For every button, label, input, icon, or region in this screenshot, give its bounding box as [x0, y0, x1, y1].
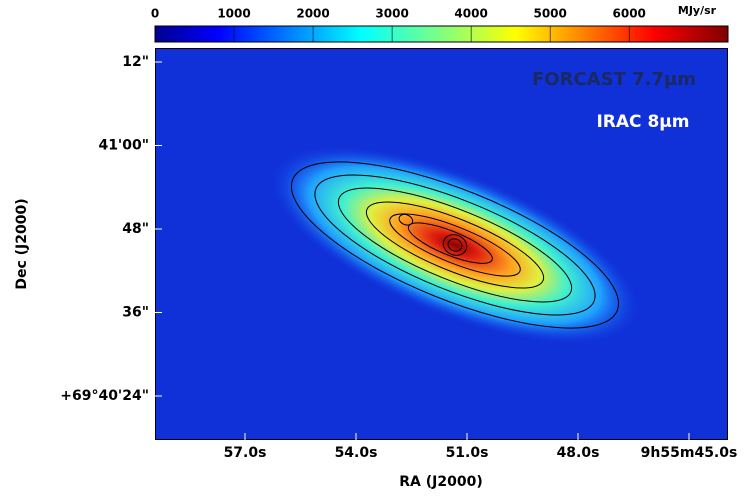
y-tick-label: 41'00"	[98, 138, 149, 154]
colorbar-tick-label: 3000	[375, 7, 408, 21]
y-tick-label: 48"	[122, 221, 149, 237]
x-tick-label: 9h55m45.0s	[641, 445, 738, 461]
x-axis-label: RA (J2000)	[399, 474, 482, 490]
annotation: FORCAST 7.7μm	[532, 69, 696, 90]
x-tick-label: 48.0s	[557, 445, 600, 461]
y-tick-label: 36"	[122, 305, 149, 321]
colorbar-unit: MJy/sr	[678, 4, 717, 17]
colorbar-tick-label: 2000	[296, 7, 329, 21]
colorbar-tick-label: 5000	[533, 7, 566, 21]
colorbar-tick-label: 4000	[454, 7, 487, 21]
x-tick-label: 57.0s	[224, 445, 267, 461]
annotation: IRAC 8μm	[596, 112, 689, 132]
colorbar-tick-label: 0	[151, 7, 159, 21]
y-tick-label: +69°40'24"	[60, 388, 149, 404]
x-tick-label: 54.0s	[335, 445, 378, 461]
y-axis-label: Dec (J2000)	[14, 198, 30, 289]
x-tick-label: 51.0s	[446, 445, 489, 461]
colorbar	[154, 25, 729, 43]
y-tick-label: 12"	[122, 54, 149, 70]
image	[155, 48, 728, 440]
colorbar-tick-label: 1000	[217, 7, 250, 21]
colorbar-tick-label: 6000	[613, 7, 646, 21]
